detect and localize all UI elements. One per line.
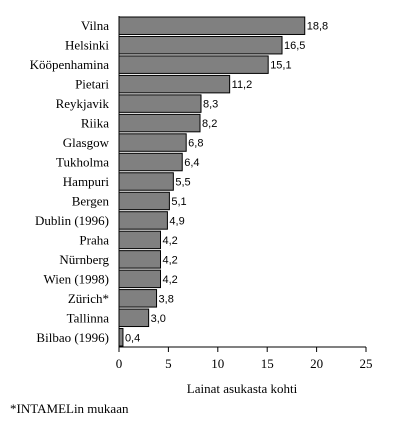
bar bbox=[118, 269, 161, 289]
bar bbox=[118, 328, 124, 347]
category-label: Nürnberg bbox=[59, 252, 109, 267]
value-label: 4,2 bbox=[162, 274, 177, 286]
value-label: 3,0 bbox=[151, 313, 166, 325]
value-label: 6,4 bbox=[184, 157, 199, 169]
value-label: 11,2 bbox=[232, 79, 253, 91]
value-label: 4,9 bbox=[169, 215, 184, 227]
value-label: 18,8 bbox=[307, 21, 328, 33]
category-label: Zürich* bbox=[68, 291, 109, 306]
x-tick-label: 0 bbox=[116, 356, 123, 371]
bar bbox=[118, 230, 161, 250]
bar bbox=[118, 113, 201, 133]
x-tick-label: 10 bbox=[211, 356, 224, 371]
bar bbox=[118, 308, 150, 328]
value-label: 4,2 bbox=[162, 235, 177, 247]
value-label: 4,2 bbox=[162, 254, 177, 266]
value-label: 6,8 bbox=[188, 138, 203, 150]
bar bbox=[118, 289, 158, 308]
value-label: 5,1 bbox=[171, 196, 186, 208]
category-label: Praha bbox=[79, 232, 109, 247]
bar bbox=[118, 250, 161, 269]
category-label: Hampuri bbox=[63, 174, 110, 189]
category-label: Reykjavik bbox=[56, 96, 110, 111]
x-tick-label: 15 bbox=[261, 356, 274, 371]
category-label: Kööpenhamina bbox=[30, 57, 110, 72]
bar bbox=[118, 74, 231, 94]
category-label: Glasgow bbox=[63, 135, 110, 150]
category-label: Pietari bbox=[75, 77, 109, 92]
bar bbox=[118, 16, 306, 35]
bar bbox=[118, 133, 187, 152]
bar bbox=[118, 191, 170, 211]
bar bbox=[118, 152, 183, 172]
value-labels: 18,816,5 15,1 11,2 8,3 8,2 6,8 6,4 5,5 5,1 4,9 4,2… bbox=[125, 21, 328, 345]
bar bbox=[118, 94, 202, 113]
x-tick-label: 5 bbox=[165, 356, 172, 371]
category-label: Wien (1998) bbox=[43, 271, 109, 286]
x-tick-label: 20 bbox=[310, 356, 323, 371]
bar bbox=[118, 172, 174, 191]
value-label: 0,4 bbox=[125, 332, 140, 344]
category-label: Riika bbox=[81, 116, 109, 131]
footnote: *INTAMELin mukaan bbox=[10, 401, 129, 416]
bar bbox=[118, 211, 168, 230]
value-label: 15,1 bbox=[270, 60, 291, 72]
x-tick-label: 25 bbox=[360, 356, 373, 371]
category-label: Dublin (1996) bbox=[35, 213, 109, 228]
value-label: 5,5 bbox=[175, 177, 190, 189]
category-label: Vilna bbox=[81, 18, 109, 33]
x-axis-title: Lainat asukasta kohti bbox=[187, 381, 298, 396]
category-label: Bilbao (1996) bbox=[36, 330, 109, 345]
category-label: Helsinki bbox=[65, 38, 109, 53]
category-label: Tukholma bbox=[56, 155, 109, 170]
value-label: 16,5 bbox=[284, 40, 305, 52]
x-axis: 0 5 10 15 20 25 bbox=[116, 346, 373, 371]
value-label: 3,8 bbox=[159, 293, 174, 305]
category-labels: Vilna Helsinki Kööpenhamina Pietari Reykjavi… bbox=[30, 18, 110, 345]
value-label: 8,2 bbox=[202, 118, 217, 130]
bar bbox=[118, 55, 269, 74]
category-label: Bergen bbox=[72, 193, 110, 208]
value-label: 8,3 bbox=[203, 99, 218, 111]
bar bbox=[118, 35, 283, 55]
bars-group bbox=[118, 16, 306, 347]
category-label: Tallinna bbox=[67, 310, 110, 325]
